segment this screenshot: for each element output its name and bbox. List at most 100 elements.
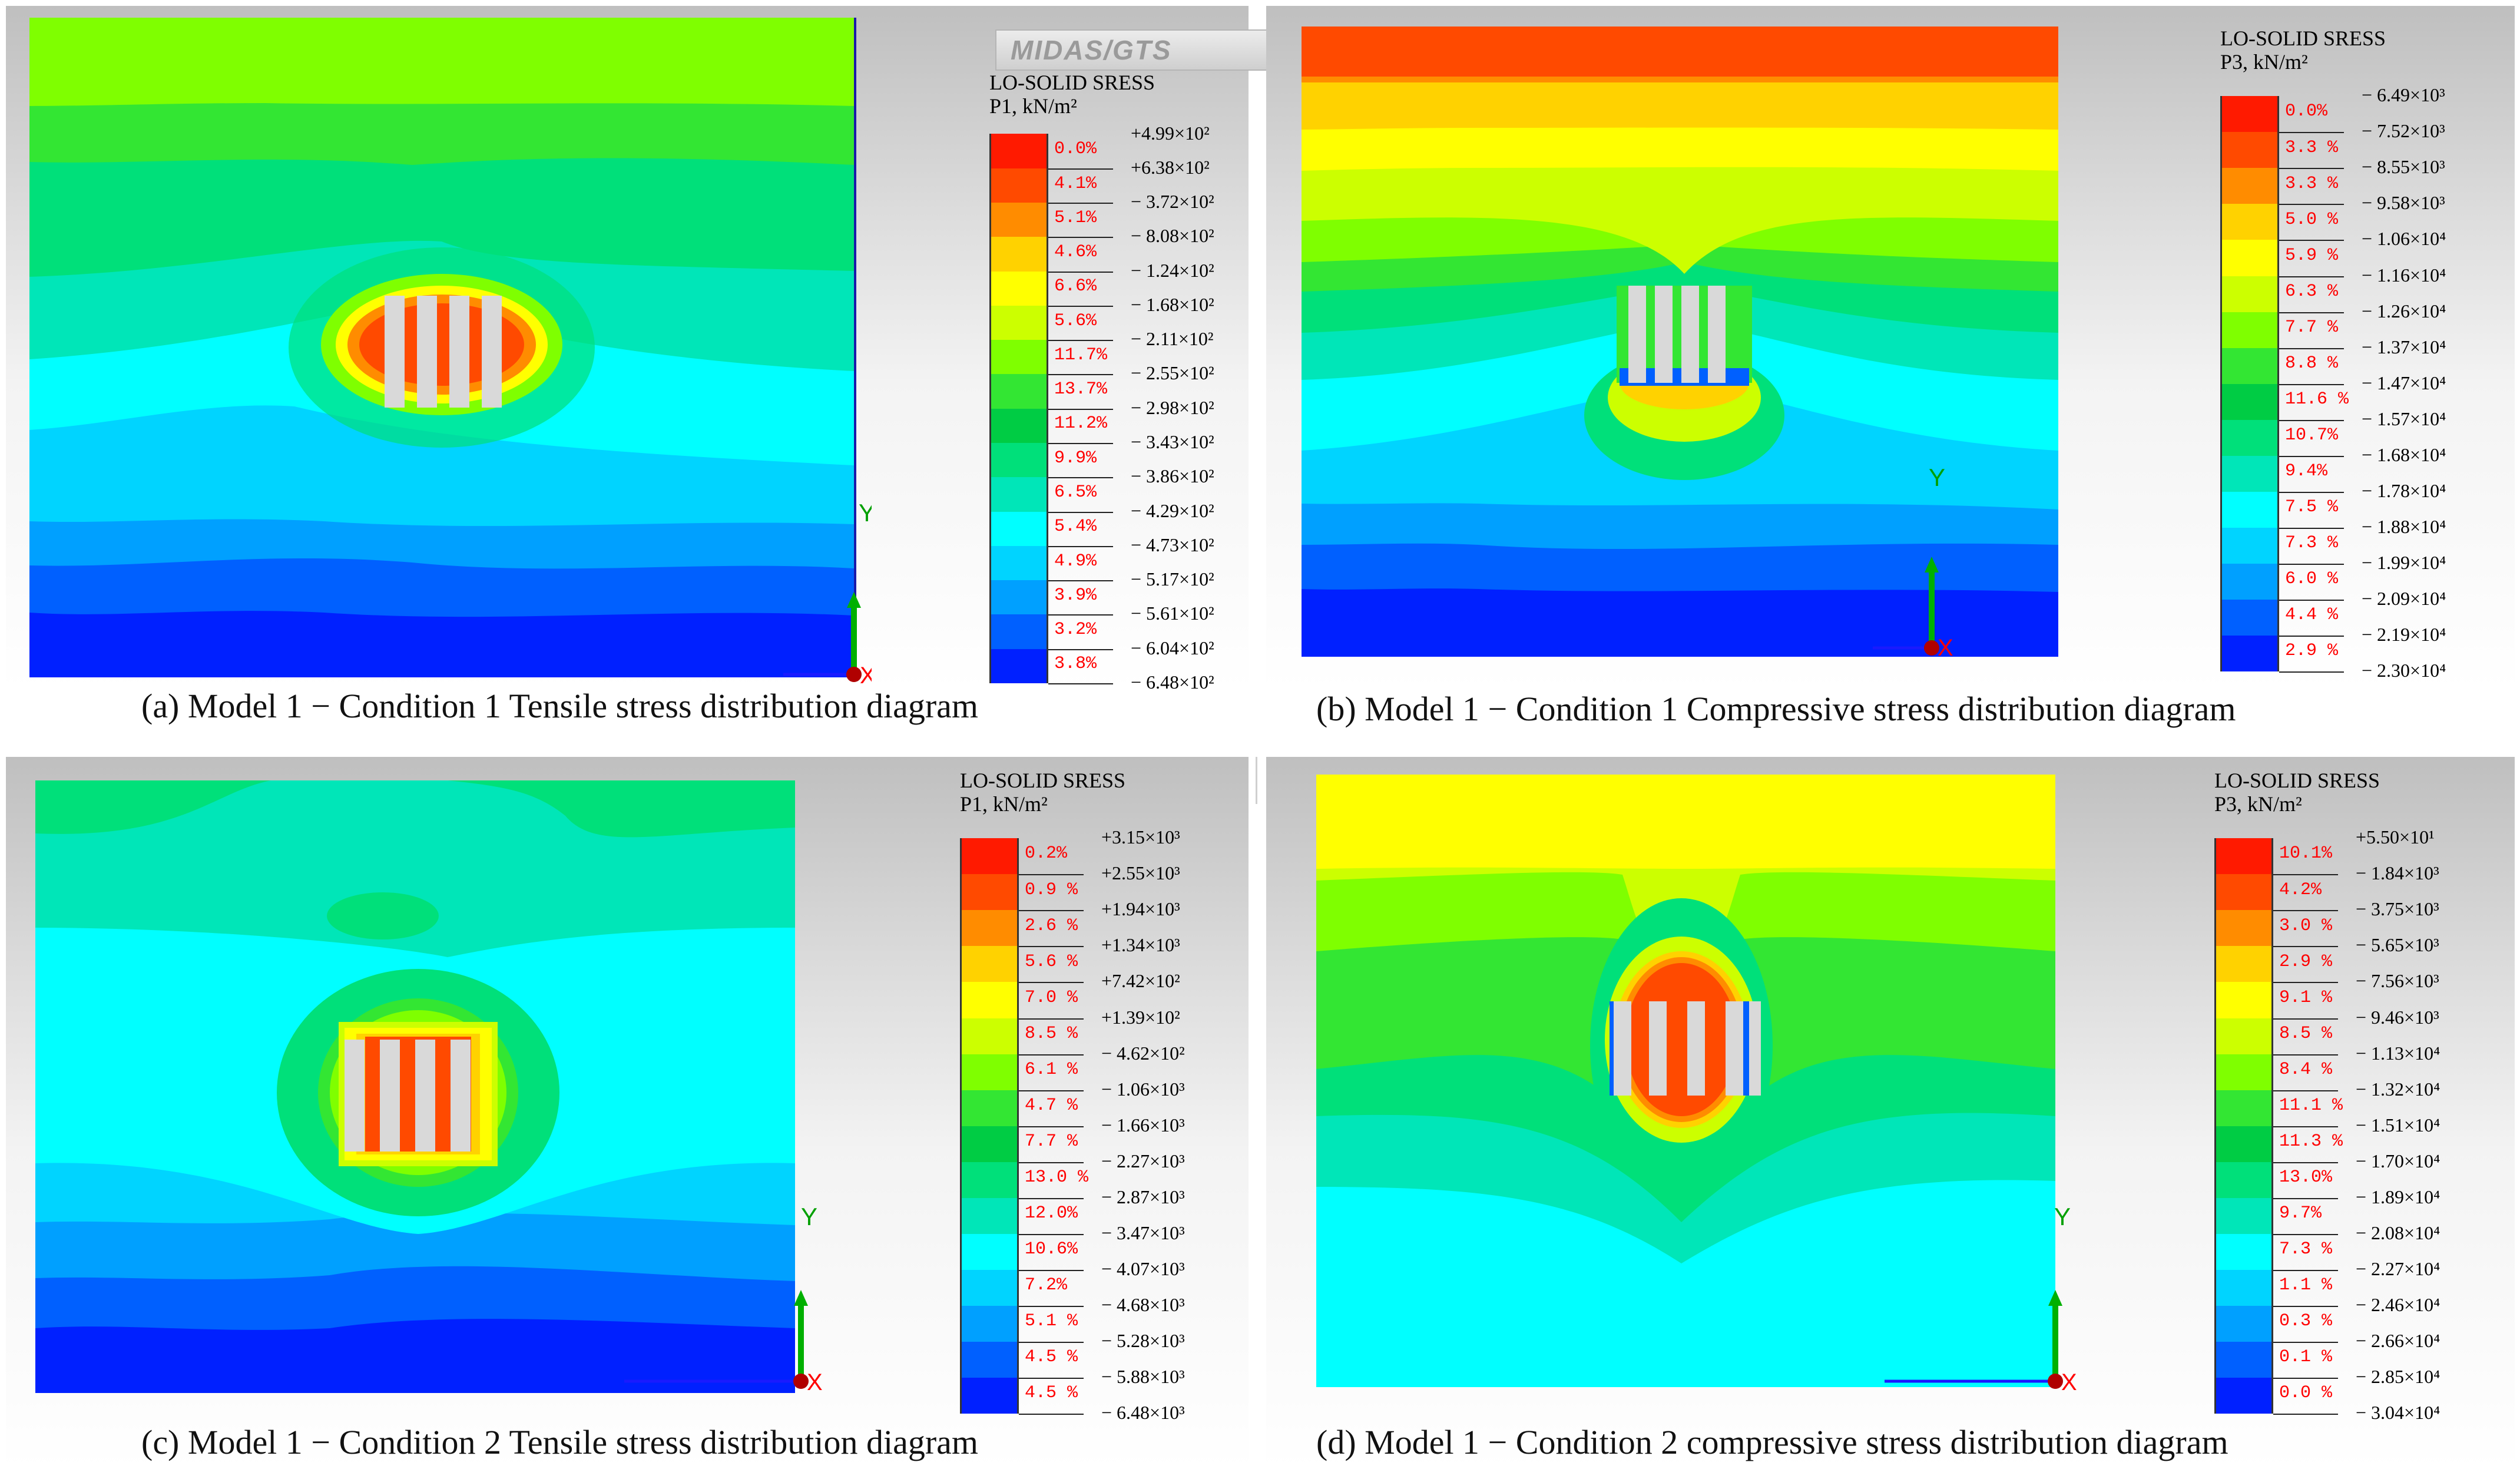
legend-value: − 3.43×10² [1131, 431, 1214, 453]
panel-a: X Y MIDAS/GTS LO-SOLID SRESS P1, kN/m² 0… [6, 6, 1269, 725]
excavation-pillar [1649, 1001, 1667, 1096]
axis-triad: X Y [1885, 1203, 2077, 1395]
legend-separator [1019, 1233, 1084, 1235]
legend-percent: 4.9% [1054, 551, 1097, 571]
legend-percent: 2.9 % [2279, 951, 2333, 972]
legend-separator [2279, 204, 2344, 206]
legend-percent: 13.0 % [1025, 1167, 1089, 1187]
legend-separator [2273, 982, 2338, 984]
panel-c: X Y LO-SOLID SRESS P1, kN/m² 0.2% 0.9 % 2.… [6, 757, 1249, 1470]
legend-separator [2279, 240, 2344, 241]
legend-separator [1019, 910, 1084, 912]
legend-percent: 3.0 % [2279, 915, 2333, 936]
figure-caption: (a) Model 1 − Condition 1 Tensile stress… [141, 687, 979, 725]
legend-separator [1048, 648, 1113, 650]
legend-separator [1048, 203, 1113, 204]
excavation-pillar [482, 296, 502, 408]
legend-separator [2279, 383, 2344, 385]
legend-percent: 5.4% [1054, 517, 1097, 537]
legend-value: − 2.27×10³ [1101, 1150, 1185, 1172]
legend-value: − 2.08×10⁴ [2356, 1222, 2440, 1243]
contour-band [29, 18, 854, 106]
legend-value: +7.42×10² [1101, 970, 1180, 992]
legend-value: − 1.26×10⁴ [2362, 300, 2446, 322]
legend-swatch [989, 374, 1048, 409]
legend-value: − 2.85×10⁴ [2356, 1365, 2440, 1387]
excavation-pillar [1708, 286, 1726, 383]
legend-swatch [960, 874, 1019, 911]
legend-percent: 4.6% [1054, 242, 1097, 263]
legend-percent: 4.1% [1054, 173, 1097, 194]
excavation-pillar [449, 296, 469, 408]
legend-value: − 2.87×10³ [1101, 1186, 1185, 1207]
figure-caption: (c) Model 1 − Condition 2 Tensile stress… [141, 1423, 979, 1461]
stress-contour-plot [35, 780, 795, 1393]
legend-swatch [989, 203, 1048, 237]
legend-title: LO-SOLID SRESS [2220, 27, 2386, 50]
legend-separator [1019, 1377, 1084, 1379]
legend-value: − 5.88×10³ [1101, 1365, 1185, 1387]
contour-svg [35, 780, 795, 1393]
legend-value: − 5.65×10³ [2356, 934, 2439, 956]
legend-separator [2273, 1233, 2338, 1235]
legend-swatch [960, 1197, 1019, 1234]
legend-separator [1048, 545, 1113, 547]
legend-percent: 3.3 % [2285, 173, 2339, 194]
legend-swatch [2220, 240, 2279, 276]
legend-separator [1048, 408, 1113, 410]
legend-subtitle: P3, kN/m² [2214, 792, 2302, 816]
excavation-pillar [345, 1040, 365, 1152]
legend-percent: 0.0% [2285, 101, 2328, 122]
panel-d: X Y LO-SOLID SRESS P3, kN/m² 10.1% 4.2% 3.… [1266, 757, 2515, 1470]
legend-swatch [2220, 527, 2279, 564]
legend-separator [2279, 276, 2344, 277]
legend-percent: 13.7% [1054, 379, 1108, 400]
vertical-divider [1256, 757, 1257, 804]
legend-swatch [2214, 1090, 2273, 1126]
legend-percent: 7.7 % [2285, 317, 2339, 338]
legend-separator [1019, 1305, 1084, 1307]
x-axis-label: X [1938, 635, 1953, 661]
legend-value: +5.50×10¹ [2356, 826, 2435, 848]
stress-contour-plot [1316, 775, 2055, 1387]
legend-swatch [960, 838, 1019, 875]
legend-swatch [960, 1162, 1019, 1198]
axis-triad: X Y [783, 499, 872, 689]
legend-separator [1019, 1197, 1084, 1199]
legend-value: − 6.48×10² [1131, 671, 1214, 693]
legend-percent: 11.7% [1054, 345, 1108, 365]
legend-separator [2279, 132, 2344, 134]
legend-value: +2.55×10³ [1101, 862, 1180, 884]
legend-value: − 2.27×10⁴ [2356, 1258, 2440, 1279]
contour-band [1316, 775, 2055, 869]
legend-value: − 1.99×10⁴ [2362, 551, 2446, 573]
legend-percent: 11.3 % [2279, 1131, 2343, 1152]
legend-swatch [989, 408, 1048, 444]
legend-value: − 8.08×10² [1131, 225, 1214, 247]
legend-percent: 4.2% [2279, 879, 2322, 900]
legend-percent: 4.4 % [2285, 605, 2339, 626]
legend-separator [1019, 1341, 1084, 1343]
legend-value: − 3.72×10² [1131, 191, 1214, 213]
legend-value: − 3.04×10⁴ [2356, 1402, 2440, 1423]
legend-value: − 1.16×10⁴ [2362, 264, 2446, 286]
legend-value: +3.15×10³ [1101, 826, 1180, 848]
legend-percent: 8.4 % [2279, 1059, 2333, 1080]
axis-triad: X Y [1873, 464, 1953, 661]
stress-contour-plot [29, 18, 854, 677]
legend-value: − 1.89×10⁴ [2356, 1186, 2440, 1207]
legend-percent: 12.0% [1025, 1203, 1078, 1223]
legend-value: − 6.48×10³ [1101, 1402, 1185, 1423]
legend-separator [1048, 340, 1113, 342]
legend-separator [2273, 1341, 2338, 1343]
legend-swatch [2220, 204, 2279, 240]
axis-origin [1924, 640, 1939, 656]
legend-separator [1048, 511, 1113, 513]
legend-value: − 2.30×10⁴ [2362, 660, 2446, 681]
legend-swatch [960, 910, 1019, 947]
legend-swatch [2220, 132, 2279, 168]
legend-swatch [989, 168, 1048, 203]
legend-swatch [2214, 1305, 2273, 1342]
legend-value: − 1.51×10⁴ [2356, 1114, 2440, 1136]
legend-swatch [989, 237, 1048, 272]
